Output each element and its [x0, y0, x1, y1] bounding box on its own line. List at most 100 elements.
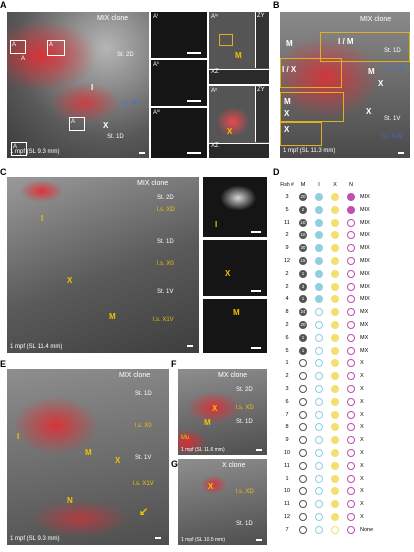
i-circle — [315, 449, 323, 457]
panel-a-box-2 — [47, 40, 65, 56]
m-circle — [299, 487, 307, 496]
m-circle — [299, 449, 307, 457]
m-circle: 20 — [299, 193, 307, 201]
table-row: 7 None — [280, 525, 410, 536]
panel-a-sub-4-zy — [255, 12, 269, 68]
n-circle — [347, 295, 355, 304]
panel-c-sub-3-m: M — [233, 308, 240, 317]
m-circle — [299, 410, 307, 419]
panel-c-scale-bar — [187, 345, 193, 347]
i-circle — [315, 346, 323, 355]
fish-number: 5 — [285, 206, 289, 213]
i-circle — [315, 525, 323, 534]
clone-type: X — [360, 360, 364, 367]
panel-e-ls-x0: l.s. X0 — [135, 423, 152, 429]
x-circle — [331, 474, 339, 483]
n-circle — [347, 231, 355, 240]
panel-a-ls-xd: l.s. XD — [121, 100, 139, 106]
m-circle: 3 — [299, 282, 307, 291]
panel-f-title: MX clone — [218, 372, 248, 379]
panel-c-sub-2-x: X — [225, 269, 231, 278]
clone-type: X — [360, 514, 364, 520]
panel-f-image: MX clone St. 2D X l.s. XD M St. 1D Mu 1 … — [178, 369, 267, 455]
n-circle — [347, 487, 355, 496]
fish-number: 10 — [283, 488, 291, 495]
panel-c-st1v: St. 1V — [157, 289, 174, 295]
m-circle — [299, 423, 307, 432]
panel-c-title: MIX clone — [137, 180, 169, 187]
clone-type: X — [360, 450, 364, 456]
panel-b-ls-xd: l.s. XD — [386, 66, 404, 72]
clone-type: MIX — [360, 232, 370, 239]
panel-b-st1d: St. 1D — [384, 48, 401, 54]
panel-f-st1d: St. 1D — [236, 419, 253, 425]
clone-type: X — [360, 411, 364, 418]
m-circle — [299, 372, 307, 381]
fish-number: 2 — [285, 322, 289, 328]
n-circle — [347, 372, 355, 381]
x-circle — [331, 218, 339, 227]
panel-b-x-3: X — [366, 107, 372, 116]
panel-a-x: X — [103, 121, 109, 130]
panel-a-st1d: St. 1D — [107, 134, 124, 140]
panel-c-sub-1-i: I — [215, 220, 218, 229]
n-circle — [347, 282, 355, 291]
panel-e-title: MIX clone — [119, 372, 151, 379]
panel-b-x-2: X — [284, 109, 290, 118]
i-circle — [315, 513, 323, 521]
clone-type: MIX — [360, 194, 370, 200]
panel-a-title: MIX clone — [97, 15, 129, 22]
n-circle — [347, 244, 355, 253]
panel-e-scale-bar — [155, 537, 161, 539]
table-row: 9 30 MIX — [280, 243, 410, 254]
i-circle — [315, 231, 323, 240]
i-circle — [315, 269, 323, 278]
x-circle — [331, 436, 339, 445]
n-circle — [347, 410, 355, 419]
clone-type: X — [360, 424, 364, 431]
i-circle — [315, 244, 323, 253]
fish-number: 7 — [285, 411, 289, 418]
table-row: 2 3 MIX — [280, 282, 410, 293]
i-circle — [315, 295, 323, 304]
table-row: 2 1 MIX — [280, 269, 410, 280]
clone-type: MX — [360, 347, 369, 354]
panel-e-m: M — [85, 448, 92, 457]
m-circle: 15 — [299, 257, 307, 265]
panel-g-scale-bar — [256, 539, 262, 541]
fish-number: 9 — [285, 245, 289, 252]
table-row: 2 20 MX — [280, 320, 410, 331]
n-circle — [347, 513, 355, 521]
panel-g-x: X — [208, 482, 214, 491]
panel-b-ls-x1v: l.s. X1V — [382, 134, 403, 140]
panel-a-sub-4-label: Aⁱᵛ — [211, 14, 219, 20]
i-circle — [315, 474, 323, 483]
panel-c-i: I — [41, 214, 44, 223]
fish-number: 3 — [285, 194, 289, 200]
panel-b-m-2: M — [368, 67, 375, 76]
table-row: 12 15 MIX — [280, 256, 410, 267]
table-row: 11 10 MIX — [280, 218, 410, 229]
panel-e-image: MIX clone St. 1D l.s. X0 I M X St. 1V l.… — [7, 369, 169, 545]
panel-a-sub-1: Aⁱ — [151, 12, 207, 58]
fish-number: 9 — [285, 437, 289, 444]
table-header: Fish # M I X N — [280, 180, 410, 191]
panel-b-st1v: St. 1V — [384, 116, 401, 122]
m-circle: 10 — [299, 231, 307, 240]
n-circle — [347, 205, 355, 214]
clone-type: X — [360, 437, 364, 444]
panel-c-image: MIX clone St. 2D l.s. XD I St. 1D l.s. X… — [7, 177, 199, 353]
fish-number: 11 — [284, 219, 290, 226]
m-circle — [299, 513, 307, 521]
i-circle — [315, 218, 323, 227]
panel-a-box-1-label: A — [12, 42, 17, 48]
m-circle: 10 — [299, 218, 307, 227]
panel-a-sub-5-xz-label: XZ — [211, 143, 219, 149]
panel-g-image: X clone X l.s. XD St. 1D 1 mpf (SL 10.5 … — [178, 459, 267, 545]
panel-c-sub-1-scale — [251, 231, 261, 233]
n-circle — [347, 461, 355, 470]
panel-b-ix: I / X — [282, 65, 297, 74]
